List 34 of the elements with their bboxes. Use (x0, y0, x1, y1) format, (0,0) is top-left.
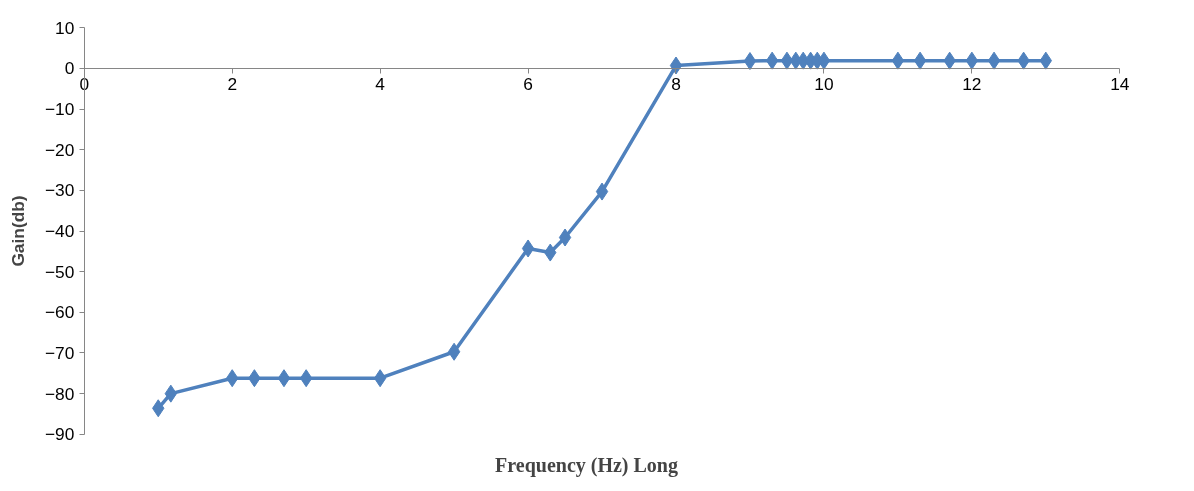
x-tick-label: 10 (814, 74, 834, 95)
x-tick-label: 4 (375, 74, 386, 95)
y-tick-label: −60 (44, 302, 75, 323)
point (447, 342, 461, 361)
y-axis-title: Gain(db) (7, 195, 28, 267)
point (277, 369, 291, 388)
y-tick-label: −40 (44, 221, 75, 241)
y-tick-label: 10 (55, 17, 75, 38)
y-tick-label: 0 (64, 58, 75, 79)
point (913, 51, 927, 70)
point (521, 239, 535, 258)
point (987, 51, 1001, 70)
x-axis-title: Frequency (Hz) Long (495, 453, 678, 477)
point (965, 51, 979, 70)
x-tick-label: 14 (1110, 74, 1130, 95)
y-tick-label: −70 (44, 342, 75, 363)
x-tick-label: 2 (227, 74, 238, 95)
y-tick-label: −50 (44, 261, 75, 282)
point (743, 52, 757, 71)
point (780, 51, 794, 70)
point (891, 51, 905, 70)
y-tick-label: −80 (44, 383, 75, 404)
point (669, 56, 683, 75)
y-tick-label: −20 (44, 139, 75, 160)
x-tick-label: 8 (671, 74, 681, 95)
point (765, 51, 779, 70)
y-tick-label: −30 (44, 180, 75, 201)
point (373, 369, 387, 388)
y-tick-label: −90 (44, 424, 75, 445)
x-tick-label: 12 (962, 74, 982, 95)
y-tick-label: −10 (44, 99, 75, 120)
point (595, 182, 609, 201)
x-tick-label: 6 (523, 74, 533, 95)
point (558, 228, 572, 247)
